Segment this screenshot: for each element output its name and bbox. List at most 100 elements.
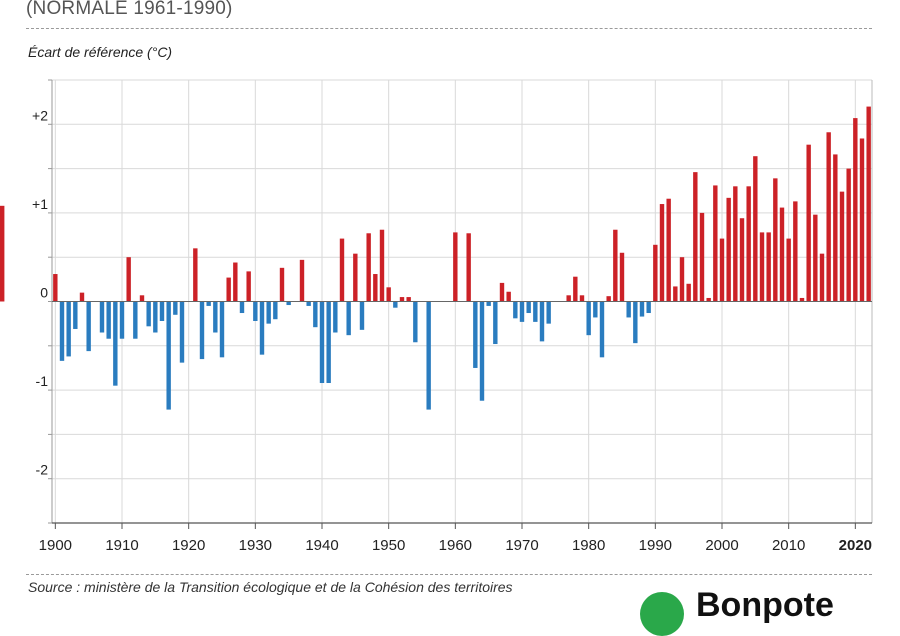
bar-1998: [706, 297, 711, 302]
bar-2011: [793, 201, 798, 302]
bar-1996: [693, 172, 698, 302]
bar-2017: [833, 154, 838, 302]
bar-1907: [99, 301, 105, 333]
bar-1963: [473, 301, 478, 368]
bar-1902: [66, 301, 71, 357]
bar-1960: [453, 232, 458, 302]
bar-1968: [506, 291, 511, 302]
bar-1926: [226, 277, 231, 302]
bar-2004: [746, 186, 751, 302]
bar-1999: [713, 185, 718, 302]
grid-layer: [52, 79, 872, 524]
bar-1980: [586, 301, 591, 336]
bar-1981: [593, 301, 598, 318]
axis-layer: +2 +1 0 -1 -2 1900 1910 1920 1930 1940 1950 1960 197…: [32, 79, 873, 554]
bar-1937: [299, 259, 305, 302]
bar-1994: [679, 257, 685, 302]
bar-1945: [353, 253, 358, 302]
bar-1983: [606, 296, 611, 302]
bar-1904: [79, 292, 85, 302]
y-tick-label: -1: [36, 373, 49, 389]
bar-2006: [759, 232, 765, 302]
bar-1989: [646, 301, 651, 314]
bar-1921: [193, 248, 198, 302]
bar-1903: [73, 301, 78, 329]
x-tick-label: 1960: [439, 537, 472, 554]
bar-1971: [526, 301, 531, 314]
bar-1956: [426, 301, 431, 410]
bar-1993: [673, 286, 678, 302]
bar-1931: [259, 301, 265, 355]
bar-1944: [346, 301, 351, 336]
bar-1984: [613, 229, 618, 302]
bar-1950: [386, 287, 391, 302]
bar-1918: [173, 301, 178, 315]
temperature-anomaly-chart: +2 +1 0 -1 -2 1900 1910 1920 1930 1940 1950 1960 197…: [0, 79, 873, 554]
header-divider: [26, 28, 872, 29]
bar-1951: [393, 301, 398, 308]
bar-1948: [373, 274, 378, 302]
bar-2022: [866, 106, 871, 302]
bar-2020: [853, 118, 858, 302]
bar-2021: [859, 138, 865, 302]
bar-2007: [766, 232, 771, 302]
bar-1988: [639, 301, 645, 317]
bar-1923: [206, 301, 211, 306]
bar-1913: [139, 295, 145, 302]
y-tick-label: -2: [36, 462, 49, 478]
bar-1967: [499, 282, 505, 302]
bar-1928: [239, 301, 245, 314]
bar-2018: [839, 191, 845, 302]
bar-1970: [519, 301, 525, 322]
logo-circle-icon: [640, 592, 684, 636]
bar-1942: [333, 301, 338, 333]
bar-1972: [533, 301, 538, 322]
bar-1946: [359, 301, 365, 330]
bar-1933: [273, 301, 278, 320]
bar-1917: [166, 301, 171, 410]
x-tick-label: 1950: [372, 537, 405, 554]
bar-2000: [719, 238, 725, 302]
bar-1966: [493, 301, 498, 345]
bar-1925: [219, 301, 225, 358]
x-tick-label: 1930: [239, 537, 272, 554]
x-tick-label: 1970: [505, 537, 538, 554]
bar-1986: [626, 301, 631, 318]
x-tick-label: 2020: [839, 537, 872, 554]
source-note: Source : ministère de la Transition écol…: [28, 579, 513, 595]
x-tick-label: 1980: [572, 537, 605, 554]
x-tick-label: 1990: [639, 537, 672, 554]
bars-layer: [0, 106, 871, 410]
bar-2012: [799, 297, 805, 302]
bar-undefined: [0, 205, 5, 302]
bar-1982: [599, 301, 605, 358]
bar-1990: [653, 244, 658, 302]
bar-1910: [119, 301, 125, 339]
bar-1962: [466, 233, 471, 302]
bar-1912: [133, 301, 138, 339]
bar-1964: [479, 301, 485, 401]
bar-1916: [159, 301, 165, 321]
bar-1973: [539, 301, 545, 342]
bar-2009: [779, 207, 785, 302]
bar-1943: [339, 238, 345, 302]
x-tick-label: 1910: [105, 537, 138, 554]
x-tick-label: 1920: [172, 537, 205, 554]
bar-1952: [399, 297, 405, 302]
bar-2010: [786, 238, 791, 302]
bar-1935: [286, 301, 291, 306]
bar-1911: [126, 257, 131, 302]
y-tick-label: +1: [32, 196, 48, 212]
bar-1914: [146, 301, 151, 327]
bar-1905: [86, 301, 91, 352]
footer-divider: [26, 574, 872, 575]
bar-1915: [153, 301, 158, 333]
bar-1922: [199, 301, 205, 360]
bar-1977: [566, 295, 571, 302]
bar-1938: [306, 301, 311, 306]
bar-1947: [366, 233, 371, 302]
x-tick-label: 1900: [39, 537, 72, 554]
bar-1997: [699, 212, 705, 302]
bar-1954: [413, 301, 418, 343]
x-tick-label: 2010: [772, 537, 805, 554]
